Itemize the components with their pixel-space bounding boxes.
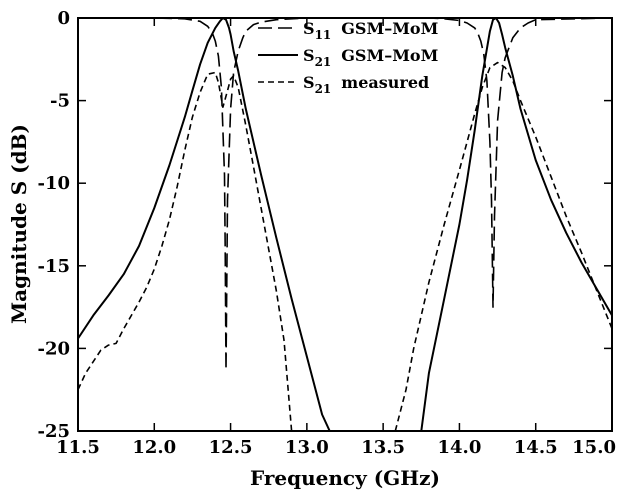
y-axis-title: Magnitude S (dB) (7, 124, 31, 324)
legend-label: S21 measured (303, 73, 429, 96)
x-tick-label: 11.5 (56, 437, 100, 458)
x-tick-label: 12.5 (209, 437, 253, 458)
legend-label: S11 GSM–MoM (303, 19, 438, 42)
x-tick-label: 14.0 (438, 437, 482, 458)
y-tick-label: -10 (37, 173, 70, 194)
y-tick-label: -5 (50, 91, 70, 112)
plot-frame (77, 17, 613, 432)
series-line-s21-gsm-mom (78, 18, 612, 431)
labels-layer: 11.5 12.0 12.5 13.0 13.5 14.0 14.5 15.0 0 -5 -10 -1… (37, 8, 616, 458)
y-tick-label: 0 (57, 8, 70, 29)
x-tick-label: 13.5 (361, 437, 405, 458)
legend-label-main: S (303, 73, 315, 92)
y-tick-label: -20 (37, 338, 70, 359)
x-tick-label: 14.5 (514, 437, 558, 458)
legend-label-main: S (303, 19, 315, 38)
series-line-s21-measured (78, 61, 612, 431)
series-layer (78, 18, 612, 431)
x-tick-label: 12.0 (132, 437, 176, 458)
legend-label-subscript: 11 (315, 28, 332, 42)
ticks-layer (77, 17, 613, 432)
legend-label-text: GSM–MoM (341, 46, 438, 65)
y-tick-label: -25 (37, 421, 70, 442)
legend-label-main: S (303, 46, 315, 65)
x-axis-title: Frequency (GHz) (250, 466, 440, 490)
legend-label-subscript: 21 (315, 55, 332, 69)
series-line-s11-gsm-mom (78, 18, 612, 371)
y-tick-label: -15 (37, 256, 70, 277)
legend-label-text: measured (341, 73, 429, 92)
x-tick-label: 15.0 (572, 437, 616, 458)
x-tick-label: 13.0 (285, 437, 329, 458)
legend-label: S21 GSM–MoM (303, 46, 438, 69)
legend-label-subscript: 21 (315, 82, 332, 96)
legend-label-text: GSM–MoM (341, 19, 438, 38)
